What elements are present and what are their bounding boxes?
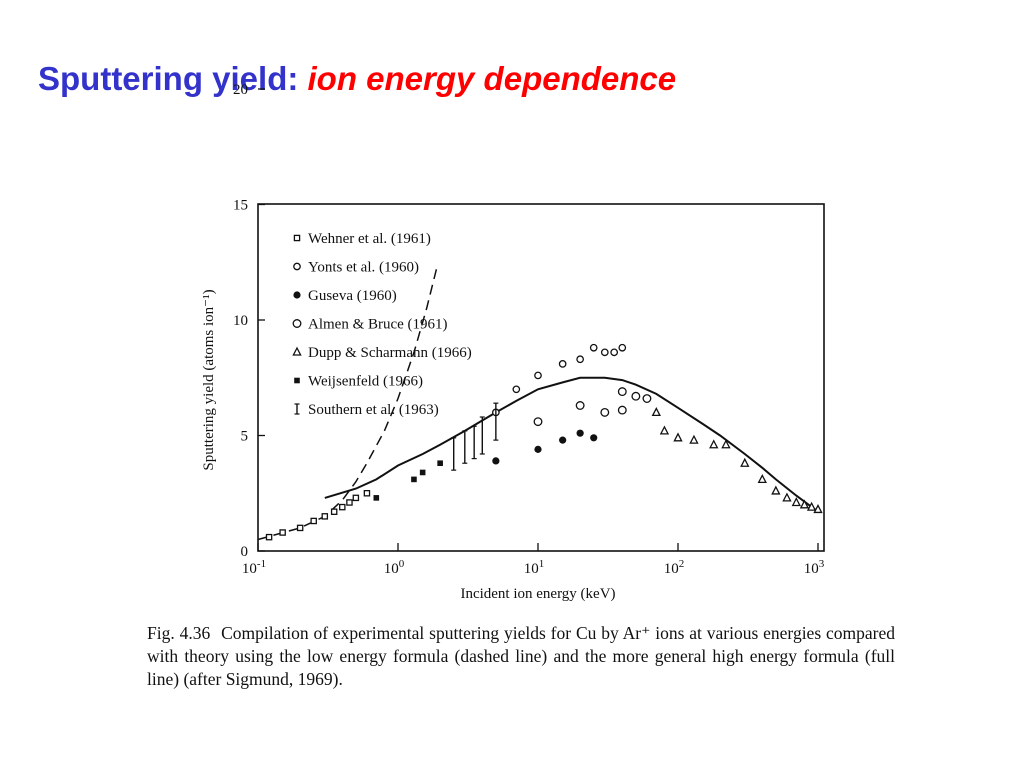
title-italic: ion energy dependence [307,60,677,97]
data-point [618,343,627,352]
legend-label: Guseva (1960) [308,288,397,304]
data-point [411,476,417,483]
legend-marker [294,403,300,415]
data-point [757,473,767,484]
data-point [310,517,317,525]
legend-marker [294,377,300,384]
data-point [600,348,609,357]
y-tick-label: 15 [233,198,248,214]
data-point [576,355,584,364]
error-bar-point [471,425,477,460]
data-point [709,439,719,449]
data-point [600,407,610,417]
high-energy-solid-curve [324,376,819,513]
caption-text: Compilation of experimental sputtering y… [147,623,895,689]
legend-label: Southern et al. (1963) [308,402,439,418]
data-point [492,457,500,465]
error-bar-point [451,437,457,471]
data-point [363,489,371,497]
legend-marker [293,291,301,299]
legend-label: Yonts et al. (1960) [308,260,419,276]
data-point [689,434,699,444]
data-point [346,499,353,506]
data-point [533,417,543,427]
plot-frame [257,203,825,552]
data-point [512,385,521,394]
slide-title: Sputtering yield: ion energy dependence [38,60,676,98]
data-point [265,533,273,541]
figure-caption: Fig. 4.36 Compilation of experimental sp… [147,622,895,691]
legend-label: Dupp & Scharmann (1966) [308,345,472,361]
x-tick-label: 103 [804,558,825,577]
legend-label: Weijsenfeld (1966) [308,374,423,390]
legend-marker [292,319,302,328]
data-point [782,492,792,502]
theory-curves [257,266,819,541]
data-point [659,425,670,435]
data-point [279,529,286,536]
low-energy-dashed-curve [257,266,438,541]
data-point [534,371,542,380]
legend-marker [293,234,301,242]
data-markers [265,343,823,541]
y-tick-label: 10 [233,313,248,329]
caption-fig-number: Fig. 4.36 [147,623,211,643]
data-point [806,501,817,511]
data-point [339,503,346,511]
data-point [419,469,426,476]
legend-marker [292,346,302,356]
y-tick-label: 5 [241,429,249,445]
data-point [610,348,619,357]
data-point [576,429,584,437]
error-bar-point [462,430,468,464]
axis-ticks: 0 5 10 15 20 10-1 100 101 102 103 [233,82,825,577]
sputtering-yield-chart: 0 5 10 15 20 10-1 100 101 102 103 Wehner et al. (… [201,82,825,602]
x-tick-label: 100 [384,558,405,577]
data-point [617,387,627,397]
data-point [321,513,329,520]
x-axis-label: Incident ion energy (keV) [460,586,615,602]
data-point [799,499,810,509]
data-point [771,485,781,495]
y-tick-label: 20 [233,82,248,98]
data-point [791,497,801,507]
data-point [534,445,542,453]
data-point [296,524,304,532]
data-point [631,391,641,401]
data-point [558,360,567,368]
legend-label: Wehner et al. (1961) [308,231,431,247]
data-point [590,434,598,442]
data-point [352,494,360,502]
data-point [813,503,823,514]
data-point [651,406,661,417]
data-point [642,394,652,403]
data-point [330,508,338,515]
data-point [575,401,585,410]
x-tick-label: 10-1 [242,558,266,577]
data-point [559,436,567,444]
data-point [373,495,380,501]
y-tick-label: 0 [241,544,249,560]
data-point [617,405,627,415]
title-plain: Sputtering yield: [38,60,299,97]
error-bar-point [493,402,499,441]
x-tick-label: 102 [664,558,685,577]
data-point [437,460,443,467]
data-point [673,432,683,442]
y-axis-label: Sputtering yield (atoms ion⁻¹) [201,289,217,470]
legend-label: Almen & Bruce (1961) [308,317,448,333]
data-point [721,439,731,449]
x-tick-label: 101 [524,558,545,577]
legend-marker [293,262,301,271]
data-point [589,343,598,352]
error-bar-point [479,416,485,455]
data-point [740,457,750,467]
legend: Wehner et al. (1961) Yonts et al. (1960) G… [292,231,472,418]
